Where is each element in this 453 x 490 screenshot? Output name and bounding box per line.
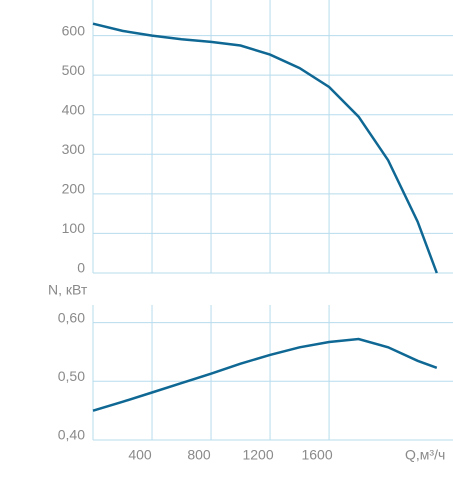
- y-tick-label: 200: [62, 181, 86, 197]
- y-tick-label: 0,60: [58, 309, 85, 325]
- y-tick-label: 0: [77, 260, 85, 276]
- x-tick-label: 1200: [242, 447, 273, 463]
- y-tick-label: 0,40: [58, 427, 85, 443]
- x-tick-label: 400: [128, 447, 152, 463]
- y-tick-label: 100: [62, 220, 86, 236]
- y-tick-label: 600: [62, 22, 86, 38]
- x-tick-label: 800: [187, 447, 211, 463]
- curve: [92, 22, 438, 274]
- y-tick-label: 400: [62, 101, 86, 117]
- y-tick-label: 500: [62, 62, 86, 78]
- x-tick-label: 1600: [301, 447, 332, 463]
- y-tick-label: 0,50: [58, 368, 85, 384]
- curve: [92, 337, 438, 412]
- y-axis-label: N, кВт: [48, 282, 88, 298]
- y-tick-label: 300: [62, 141, 86, 157]
- x-axis-label: Q,м³/ч: [405, 447, 445, 463]
